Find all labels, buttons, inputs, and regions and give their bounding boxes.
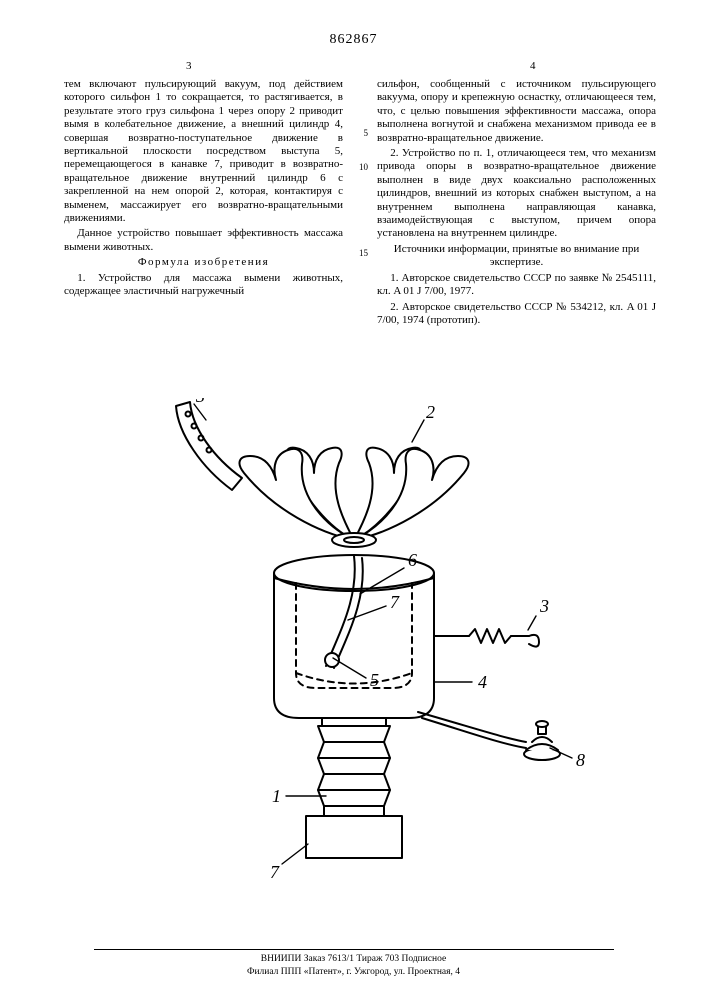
column-marker-right: 4 <box>530 60 536 72</box>
svg-text:4: 4 <box>478 672 487 692</box>
svg-text:5: 5 <box>370 670 379 690</box>
text-columns: тем включают пульсирующий вакуум, под де… <box>64 78 656 329</box>
figure-pulsator <box>524 721 560 760</box>
svg-text:7: 7 <box>270 862 280 882</box>
paragraph: Данное устройство повышает эффективность… <box>64 227 343 254</box>
formula-heading: Формула изобретения <box>64 256 343 269</box>
claim-text: 2. Устройство по п. 1, отличающееся тем,… <box>377 147 656 241</box>
left-column: тем включают пульсирующий вакуум, под де… <box>64 78 343 329</box>
figure-cups <box>239 448 468 547</box>
svg-text:2: 2 <box>426 402 435 422</box>
claim-text: сильфон, сообщенный с источником пульсир… <box>377 78 656 145</box>
svg-text:8: 8 <box>576 750 585 770</box>
patent-figure: 3 2 6 7 5 4 3 1 7 8 <box>0 398 707 938</box>
footer-line: ВНИИПИ Заказ 7613/1 Тираж 703 Подписное <box>0 953 707 965</box>
source-ref: 1. Авторское свидетельство СССР по заявк… <box>377 272 656 299</box>
right-column: сильфон, сообщенный с источником пульсир… <box>377 78 656 329</box>
paragraph: тем включают пульсирующий вакуум, под де… <box>64 78 343 225</box>
figure-strap-left <box>176 398 242 490</box>
figure-tube <box>418 712 526 748</box>
svg-text:6: 6 <box>408 550 417 570</box>
figure-spring-right <box>434 629 539 647</box>
source-ref: 2. Авторское свидетельство СССР № 534212… <box>377 301 656 328</box>
column-marker-left: 3 <box>186 60 192 72</box>
footer-line: Филиал ППП «Патент», г. Ужгород, ул. Про… <box>0 966 707 978</box>
svg-text:7: 7 <box>390 592 400 612</box>
patent-number: 862867 <box>0 32 707 48</box>
figure-bellows <box>318 718 390 816</box>
imprint-footer: ВНИИПИ Заказ 7613/1 Тираж 703 Подписное … <box>0 949 707 978</box>
svg-text:3: 3 <box>539 596 549 616</box>
svg-text:3: 3 <box>195 398 205 406</box>
claim-text: 1. Устройство для массажа вымени животны… <box>64 272 343 299</box>
sources-heading: Источники информации, принятые во вниман… <box>377 243 656 270</box>
svg-text:1: 1 <box>272 786 281 806</box>
figure-weight <box>306 816 402 858</box>
